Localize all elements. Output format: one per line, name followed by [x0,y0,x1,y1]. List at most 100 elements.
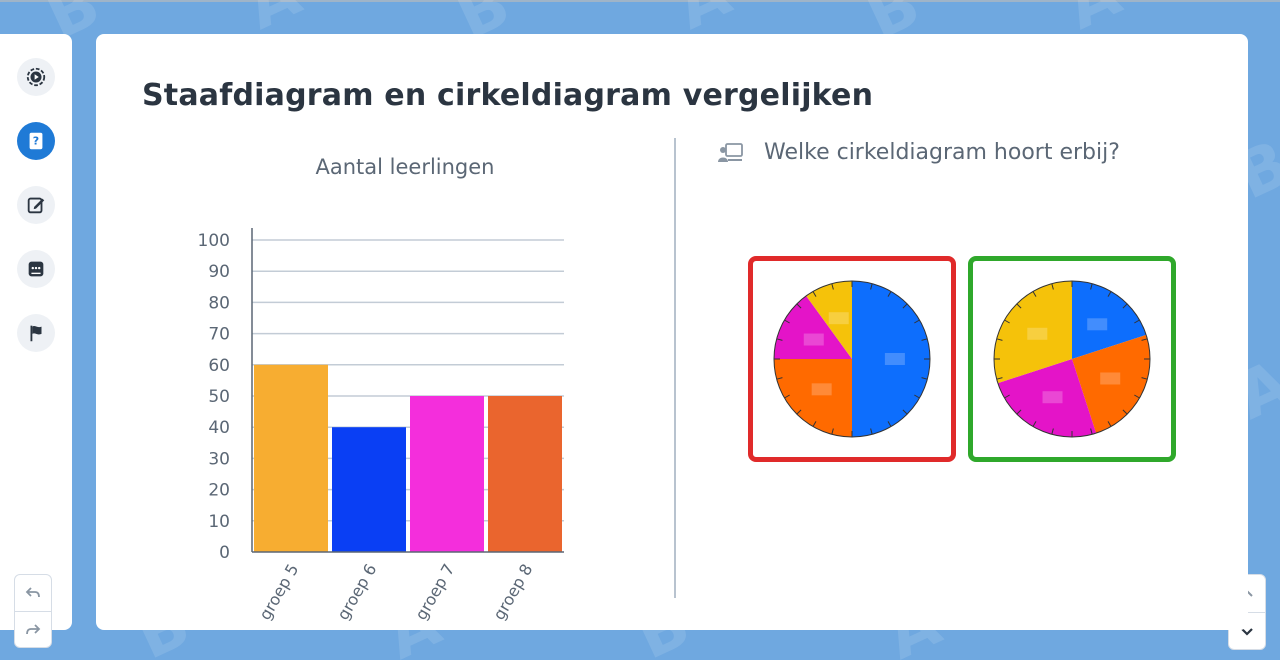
pie-outline [993,280,1151,438]
bar-chart-svg: Aantal leerlingen 0 10 20 30 40 50 60 70 80 90 100 g… [198,155,564,624]
svg-text:?: ? [33,135,39,148]
pie-tick [1032,421,1037,427]
pie-tick [1051,428,1054,435]
pie-tick [870,428,873,435]
bar [254,364,328,552]
pie-tick [831,428,834,435]
pie-slice [997,359,1097,437]
question-book-icon: ? [29,132,43,150]
page-title: Staafdiagram en cirkeldiagram vergelijke… [142,78,874,113]
chevron-down-icon [1241,628,1253,636]
pie-slice [994,281,1072,384]
pie-tick [1004,394,1010,399]
play-circle-icon [26,67,46,87]
pie-label-placeholder [828,312,849,325]
y-tick-label: 100 [198,231,230,251]
pie-label-placeholder [1027,327,1048,340]
pie-option-1[interactable] [748,256,956,462]
pie-label-placeholder [803,333,824,346]
chat-button[interactable] [17,250,55,288]
edit-icon [27,197,45,214]
pie-slice [774,359,852,437]
redo-button[interactable] [15,611,51,647]
pie-tick [902,303,908,309]
pie-tick [902,409,908,415]
y-tick-label: 50 [208,387,230,407]
pie-tick [1107,421,1112,427]
pie-tick [914,394,920,399]
pie-tick [914,319,920,324]
pie-tick [996,338,1003,341]
y-tick-label: 0 [219,543,230,563]
bar-chart: Aantal leerlingen 0 10 20 30 40 50 60 70 80 90 100 g… [156,144,616,624]
undo-redo-group [14,574,52,648]
undo-button[interactable] [15,575,51,611]
pie-tick [1032,291,1037,297]
chart-title: Aantal leerlingen [315,155,494,179]
pie-tick [812,421,817,427]
pie-tick [784,394,790,399]
pie-slice [1072,281,1147,359]
pie-tick [1090,428,1093,435]
x-tick-label: groep 5 [255,561,302,624]
pie-tick [1134,319,1140,324]
chat-icon [28,261,44,277]
bar [488,396,562,552]
pie-tick [1134,394,1140,399]
slide-card: Staafdiagram en cirkeldiagram vergelijke… [96,34,1248,630]
y-tick-label: 40 [208,418,230,438]
pie-tick [1051,283,1054,290]
pie-slice [774,295,852,359]
pie-label-placeholder [1100,372,1121,385]
pie-tick [1141,377,1148,380]
pie-tick [1016,409,1022,415]
y-tick-label: 20 [208,481,230,501]
top-strip [0,0,1280,2]
pie-tick [776,377,783,380]
pie-slice [1072,334,1150,434]
y-tick-label: 30 [208,449,230,469]
play-button[interactable] [17,58,55,96]
pie-tick [1122,409,1128,415]
pie-tick [921,377,928,380]
pie-tick [1004,319,1010,324]
question-button[interactable]: ? [17,122,55,160]
pie-slice [852,281,930,437]
x-tick-label: groep 6 [333,561,380,624]
pie-option-2[interactable] [968,256,1176,462]
redo-icon [26,623,41,634]
pie-tick [784,319,790,324]
pie-label-placeholder [811,383,832,396]
pie-tick [1122,303,1128,309]
pie-chart-2 [993,280,1151,438]
column-divider [674,138,676,598]
y-tick-label: 70 [208,325,230,345]
pie-tick [996,377,1003,380]
pie-tick [796,303,802,309]
flag-icon [30,325,42,342]
pie-tick [796,409,802,415]
pie-tick [887,421,892,427]
x-tick-label: groep 7 [411,561,458,624]
pie-tick [776,338,783,341]
pie-label-placeholder [884,353,905,365]
pie-tick [1016,303,1022,309]
y-tick-label: 90 [208,262,230,282]
undo-icon [25,587,40,598]
pie-tick [812,291,817,297]
bar [410,396,484,552]
pie-label-placeholder [1042,391,1063,404]
flag-button[interactable] [17,314,55,352]
y-tick-label: 10 [208,512,230,532]
edit-button[interactable] [17,186,55,224]
bar [332,427,406,552]
pie-label-placeholder [1087,318,1108,331]
pie-tick [1090,283,1093,290]
pie-chart-1 [773,280,931,438]
question: Welke cirkeldiagram hoort erbij? [718,140,1120,165]
pie-slice [806,281,852,359]
question-text: Welke cirkeldiagram hoort erbij? [764,140,1120,165]
pie-tick [870,283,873,290]
pie-tick [921,338,928,341]
y-tick-label: 80 [208,293,230,313]
